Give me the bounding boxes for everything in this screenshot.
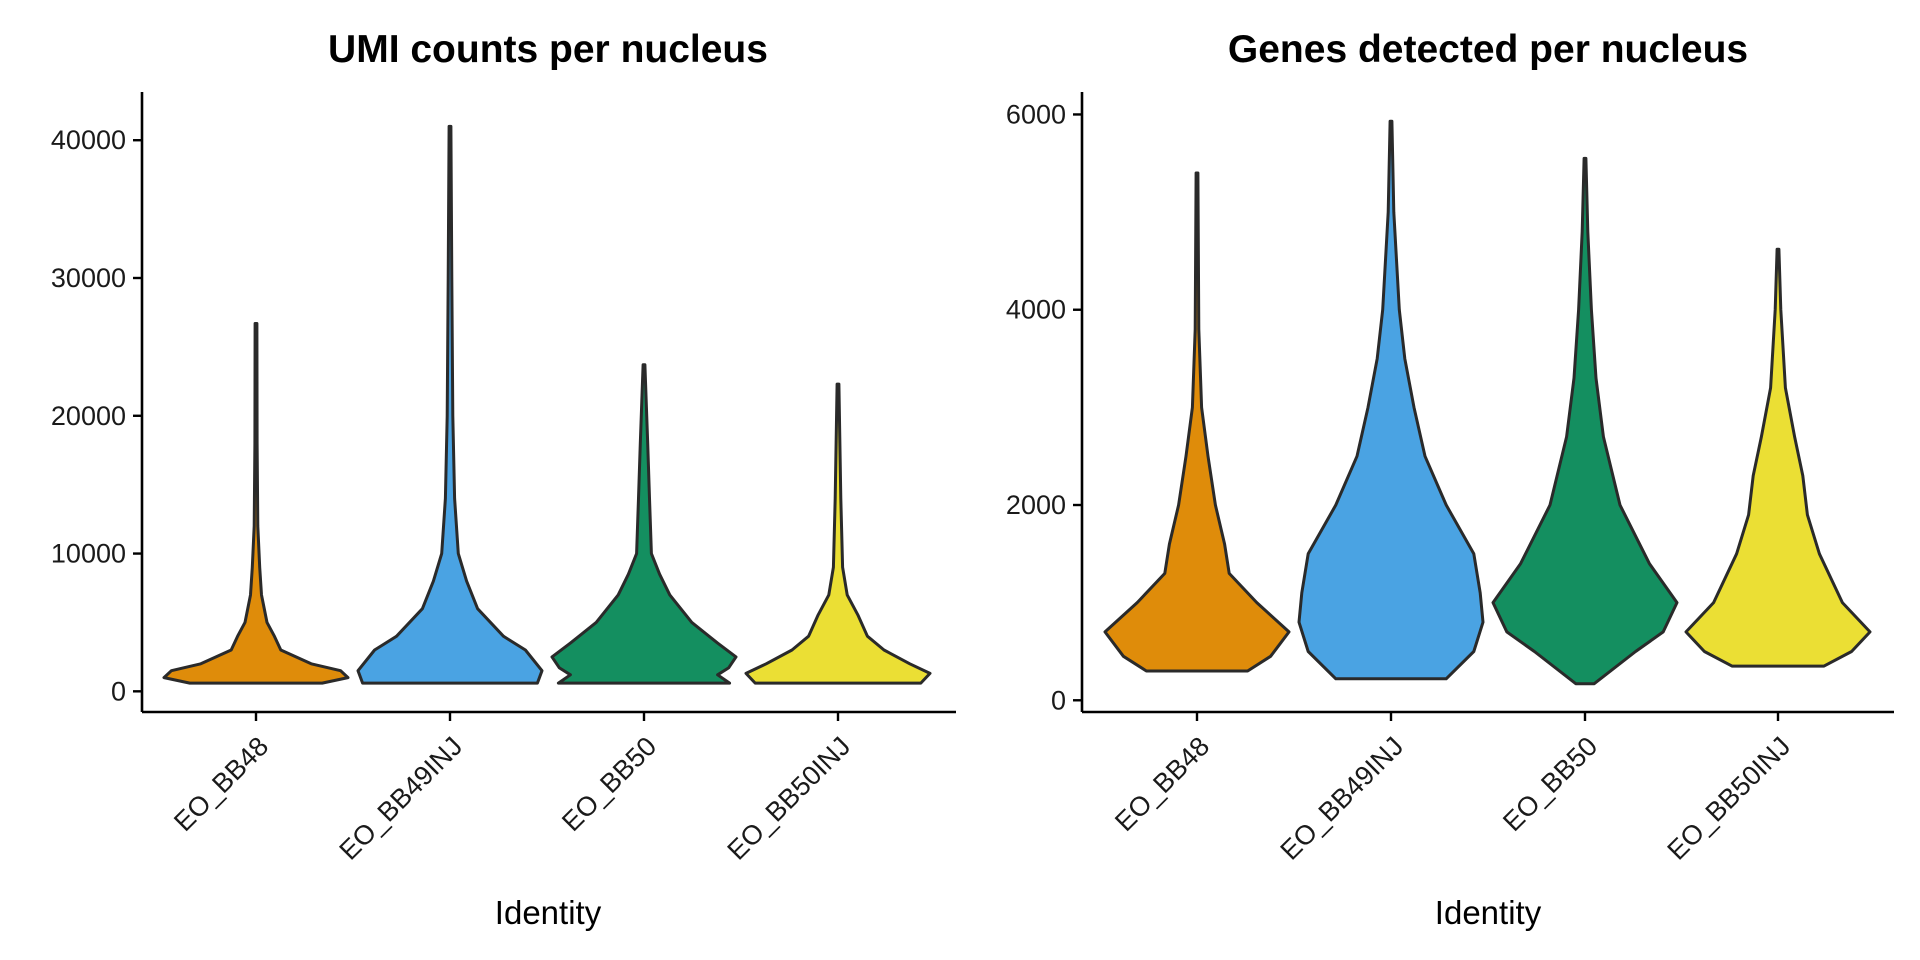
umi-violin-eo-bb48	[162, 322, 350, 685]
genes-panel-title: Genes detected per nucleus	[1228, 28, 1748, 71]
genes-x-tick-label: EO_BB50INJ	[1661, 731, 1796, 866]
genes-y-tick-label: 2000	[1006, 490, 1066, 520]
genes-violin-eo-bb48	[1103, 171, 1291, 673]
umi-x-tick-label: EO_BB49INJ	[333, 731, 468, 866]
genes-violin-eo-bb49inj	[1297, 119, 1485, 681]
genes-violin-eo-bb50	[1491, 156, 1679, 686]
umi-y-tick-label: 20000	[51, 401, 126, 431]
umi-x-tick-label: EO_BB50	[556, 731, 662, 837]
genes-violin-eo-bb50inj	[1684, 247, 1872, 668]
umi-y-tick-label: 40000	[51, 125, 126, 155]
umi-x-tick-label: EO_BB50INJ	[721, 731, 856, 866]
umi-panel-x-axis-title: Identity	[495, 894, 602, 931]
genes-y-tick-label: 0	[1051, 685, 1066, 715]
umi-violin-eo-bb49inj	[356, 124, 544, 685]
genes-panel: Genes detected per nucleus Identity 0 200…	[1006, 28, 1894, 931]
umi-violin-eo-bb50inj	[744, 382, 932, 685]
umi-violin-eo-bb50	[550, 363, 738, 685]
genes-panel-x-axis-title: Identity	[1435, 894, 1542, 931]
genes-x-tick-label: EO_BB48	[1109, 731, 1215, 837]
umi-panel: UMI counts per nucleus Identity 0 10000 20…	[51, 28, 956, 931]
umi-y-tick-label: 30000	[51, 263, 126, 293]
genes-x-tick-label: EO_BB50	[1497, 731, 1603, 837]
umi-y-tick-label: 10000	[51, 539, 126, 569]
umi-y-tick-label: 0	[111, 676, 126, 706]
genes-y-tick-label: 6000	[1006, 99, 1066, 129]
genes-y-tick-label: 4000	[1006, 295, 1066, 325]
genes-x-tick-label: EO_BB49INJ	[1274, 731, 1409, 866]
umi-panel-title: UMI counts per nucleus	[328, 28, 768, 71]
umi-x-tick-label: EO_BB48	[168, 731, 274, 837]
